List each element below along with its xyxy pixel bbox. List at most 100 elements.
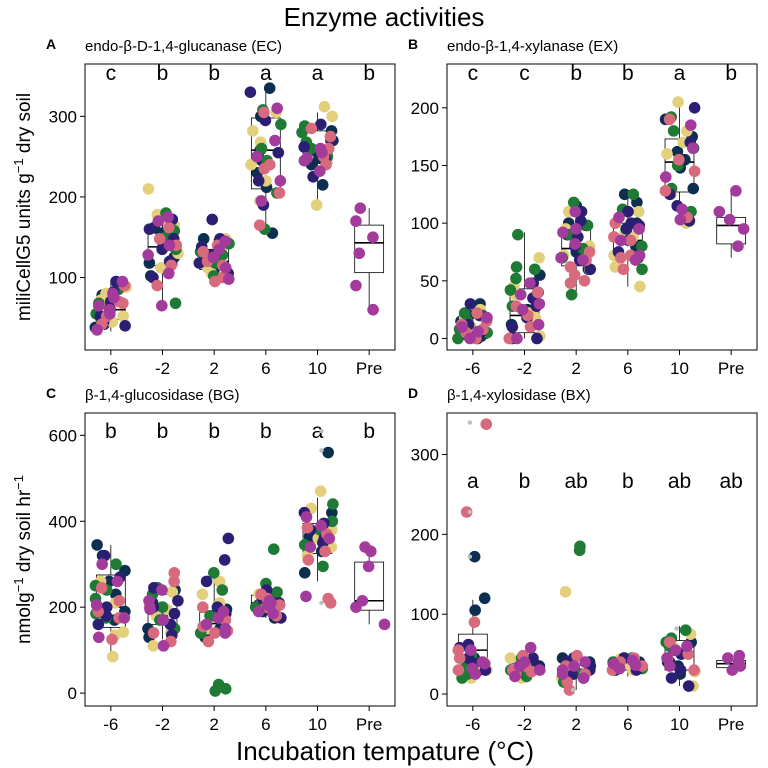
data-point xyxy=(629,254,642,266)
data-point xyxy=(272,146,285,159)
points-Pre xyxy=(350,202,379,316)
data-point xyxy=(323,532,336,545)
y-tick-label: 600 xyxy=(49,426,77,445)
y-tick-label: 0 xyxy=(68,684,77,703)
points-2 xyxy=(193,213,235,288)
data-point xyxy=(169,297,182,310)
data-point xyxy=(661,652,673,664)
data-point xyxy=(298,154,311,167)
outlier-point xyxy=(319,428,324,434)
data-point xyxy=(578,275,591,287)
data-point xyxy=(168,575,180,588)
data-point xyxy=(556,668,569,680)
data-point xyxy=(634,280,646,293)
outlier-point xyxy=(467,509,473,515)
data-point xyxy=(110,558,122,571)
data-point xyxy=(688,165,701,178)
points-6 xyxy=(608,188,648,293)
data-point xyxy=(263,82,276,94)
data-point xyxy=(244,86,257,98)
data-point xyxy=(632,205,645,218)
data-point xyxy=(274,175,287,187)
data-point xyxy=(314,165,326,177)
data-point xyxy=(659,171,672,183)
x-tick-label: 10 xyxy=(670,715,689,734)
y-tick-label: 0 xyxy=(430,685,439,704)
data-point xyxy=(216,584,229,596)
x-tick-label: -2 xyxy=(517,715,532,734)
data-point xyxy=(314,142,327,155)
significance-letter: b xyxy=(622,62,634,85)
data-point xyxy=(107,650,119,663)
data-point xyxy=(326,110,339,123)
data-point xyxy=(665,672,678,684)
data-point xyxy=(516,303,529,316)
data-point xyxy=(95,582,108,594)
data-point xyxy=(310,199,323,211)
data-point xyxy=(528,263,541,276)
data-point xyxy=(91,324,103,336)
data-point xyxy=(255,588,267,601)
outlier-point xyxy=(674,626,679,631)
points--2 xyxy=(503,228,546,345)
points-10 xyxy=(298,446,339,609)
data-point xyxy=(353,247,366,260)
data-point xyxy=(504,652,517,664)
data-point xyxy=(533,298,546,310)
data-point xyxy=(156,299,168,312)
data-point xyxy=(577,254,589,266)
significance-letter: b xyxy=(570,62,582,85)
data-point xyxy=(253,219,266,231)
data-point xyxy=(200,618,213,631)
significance-letter: ab xyxy=(719,470,742,493)
data-point xyxy=(667,125,680,137)
data-point xyxy=(90,599,103,611)
data-point xyxy=(504,284,517,296)
box-Pre xyxy=(354,547,385,625)
data-point xyxy=(659,185,672,197)
x-tick-label: Pre xyxy=(356,715,382,734)
data-point xyxy=(104,307,116,320)
data-point xyxy=(633,223,645,235)
data-point xyxy=(350,279,362,292)
data-point xyxy=(676,203,688,216)
panel-frame xyxy=(84,63,396,351)
data-point xyxy=(673,153,685,166)
data-point xyxy=(213,243,226,256)
data-point xyxy=(571,649,583,662)
data-point xyxy=(275,118,287,131)
data-point xyxy=(258,106,270,119)
data-point xyxy=(367,303,379,316)
data-point xyxy=(663,636,676,648)
data-point xyxy=(172,594,184,607)
y-tick-label: 150 xyxy=(411,156,439,175)
data-point xyxy=(737,223,750,235)
significance-letter: a xyxy=(260,62,272,85)
data-point xyxy=(324,130,337,143)
data-point xyxy=(557,226,569,239)
data-point xyxy=(197,245,209,258)
data-point xyxy=(464,298,477,310)
y-tick-label: 200 xyxy=(411,99,439,118)
data-point xyxy=(687,182,700,195)
y-axis-label: nmolg−1 dry soil hr−1 xyxy=(11,475,35,644)
points-10 xyxy=(296,100,339,211)
x-tick-label: -2 xyxy=(155,715,170,734)
data-point xyxy=(212,678,225,691)
data-point xyxy=(314,485,327,497)
points-Pre xyxy=(350,541,391,631)
data-point xyxy=(219,622,232,635)
significance-letter: b xyxy=(725,62,737,85)
x-tick-label: -2 xyxy=(155,359,170,378)
data-point xyxy=(732,240,744,253)
data-point xyxy=(271,102,283,115)
data-point xyxy=(207,251,220,264)
data-point xyxy=(613,211,625,224)
data-point xyxy=(518,656,531,668)
data-point xyxy=(359,541,371,553)
significance-letter: b xyxy=(622,470,634,493)
data-point xyxy=(555,251,567,264)
